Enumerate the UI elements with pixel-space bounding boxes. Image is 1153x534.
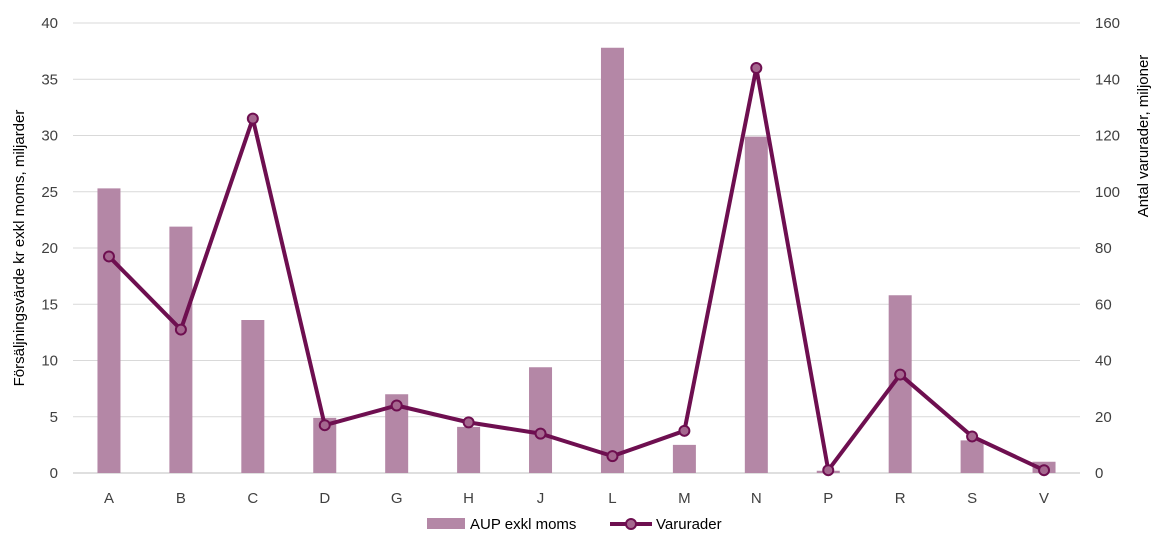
y-right-tick-label: 40: [1095, 353, 1112, 370]
bar: [960, 440, 984, 473]
line-point: [966, 430, 979, 443]
y-left-tick-label: 15: [41, 296, 58, 313]
bar-series: [97, 47, 1056, 473]
line-point: [174, 323, 187, 336]
axis-ticks: 0 5 10 15 20 25 30 35 40 0 20 40 60 80 100 120 140 160 A B C…: [41, 15, 1120, 507]
y-right-tick-label: 0: [1095, 465, 1103, 482]
y-left-tick-label: 0: [50, 465, 58, 482]
line-point: [894, 368, 907, 381]
legend-swatch-bar: [427, 518, 465, 529]
bar: [888, 295, 912, 473]
bar: [529, 367, 553, 473]
y-right-tick-label: 160: [1095, 15, 1120, 32]
y-right-tick-label: 140: [1095, 71, 1120, 88]
x-tick-label: N: [751, 490, 762, 507]
x-tick-label: J: [537, 490, 545, 507]
legend-label-line: Varurader: [656, 516, 722, 533]
x-tick-label: M: [678, 490, 691, 507]
x-tick-label: C: [247, 490, 258, 507]
bar: [385, 394, 409, 473]
x-tick-label: V: [1039, 490, 1049, 507]
gridlines: [73, 22, 1080, 474]
line-point: [462, 416, 475, 429]
line-point: [390, 399, 403, 412]
y-left-tick-label: 25: [41, 184, 58, 201]
x-tick-label: P: [823, 490, 833, 507]
x-tick-label: D: [319, 490, 330, 507]
line-point: [678, 424, 691, 437]
line-point: [246, 112, 259, 125]
y-right-tick-label: 120: [1095, 128, 1120, 145]
x-tick-label: S: [967, 490, 977, 507]
legend-marker: [625, 518, 637, 530]
line-series: [102, 62, 1051, 477]
bar: [600, 47, 624, 473]
bar: [169, 226, 193, 473]
x-tick-label: G: [391, 490, 403, 507]
y-axis-left-title: Försäljningsvärde kr exkl moms, miljarde…: [11, 110, 28, 387]
line-point: [318, 419, 331, 432]
y-right-tick-label: 80: [1095, 240, 1112, 257]
line-point: [102, 250, 115, 263]
legend-label-bar: AUP exkl moms: [470, 516, 576, 533]
legend: AUP exkl moms Varurader: [427, 516, 722, 533]
y-right-tick-label: 20: [1095, 409, 1112, 426]
bar: [457, 426, 481, 473]
y-axis-right-title: Antal varurader, miljoner: [1135, 55, 1152, 218]
x-tick-label: R: [895, 490, 906, 507]
x-tick-label: A: [104, 490, 114, 507]
y-left-tick-label: 20: [41, 240, 58, 257]
bar: [241, 320, 265, 473]
x-tick-label: L: [608, 490, 616, 507]
series-line: [107, 66, 1045, 473]
y-left-tick-label: 5: [50, 409, 58, 426]
bar: [672, 444, 696, 473]
y-right-tick-label: 100: [1095, 184, 1120, 201]
line-point: [750, 62, 763, 74]
line-point: [534, 427, 547, 440]
line-point: [1038, 464, 1051, 477]
y-left-tick-label: 40: [41, 15, 58, 32]
line-point: [822, 464, 835, 477]
line-point: [606, 450, 619, 463]
x-tick-label: H: [463, 490, 474, 507]
x-tick-label: B: [176, 490, 186, 507]
y-left-tick-label: 35: [41, 71, 58, 88]
bar: [313, 417, 337, 473]
y-right-tick-label: 60: [1095, 296, 1112, 313]
bar: [744, 136, 768, 473]
bar: [97, 188, 121, 473]
y-left-tick-label: 10: [41, 353, 58, 370]
y-left-tick-label: 30: [41, 128, 58, 145]
